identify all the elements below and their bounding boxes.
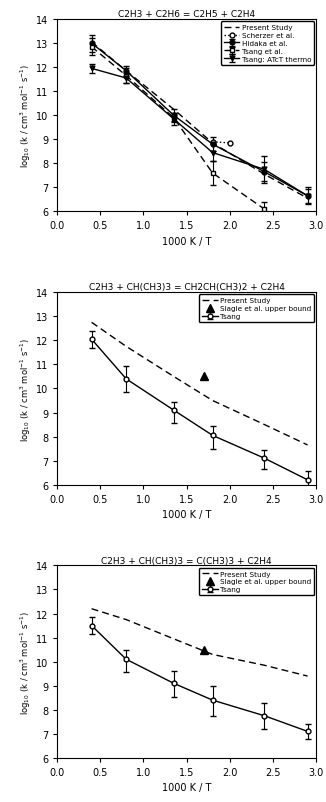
Scherzer et al. xyxy=(228,139,232,148)
Present Study xyxy=(90,604,94,614)
Present Study xyxy=(262,420,266,430)
Line: Present Study: Present Study xyxy=(92,323,307,445)
Line: Present Study: Present Study xyxy=(92,609,307,676)
X-axis label: 1000 K / T: 1000 K / T xyxy=(162,237,211,247)
Scherzer et al. xyxy=(211,138,215,148)
X-axis label: 1000 K / T: 1000 K / T xyxy=(162,509,211,520)
Title: C2H3 + CH(CH3)3 = C(CH3)3 + C2H4: C2H3 + CH(CH3)3 = C(CH3)3 + C2H4 xyxy=(101,556,272,565)
Present Study xyxy=(124,615,128,625)
Present Study xyxy=(262,170,266,180)
Present Study xyxy=(211,650,215,659)
Present Study xyxy=(305,671,309,681)
Line: Scherzer et al.: Scherzer et al. xyxy=(210,140,232,146)
Present Study xyxy=(124,67,128,76)
Present Study xyxy=(124,342,128,352)
Line: Present Study: Present Study xyxy=(92,43,307,199)
Present Study xyxy=(172,634,176,644)
Present Study xyxy=(90,38,94,47)
Present Study xyxy=(172,105,176,115)
Title: C2H3 + CH(CH3)3 = CH2CH(CH3)2 + C2H4: C2H3 + CH(CH3)3 = CH2CH(CH3)2 + C2H4 xyxy=(89,283,285,292)
Present Study xyxy=(90,318,94,328)
Legend: Present Study, Scherzer et al., Hidaka et al., Tsang et al., Tsang: ATcT thermo: Present Study, Scherzer et al., Hidaka e… xyxy=(221,22,314,66)
Present Study xyxy=(305,194,309,204)
Present Study xyxy=(262,661,266,670)
Present Study xyxy=(172,372,176,382)
Present Study xyxy=(211,396,215,406)
Title: C2H3 + C2H6 = C2H5 + C2H4: C2H3 + C2H6 = C2H5 + C2H4 xyxy=(118,10,255,19)
Y-axis label: log$_{10}$ (k / cm$^3$ mol$^{-1}$ s$^{-1}$): log$_{10}$ (k / cm$^3$ mol$^{-1}$ s$^{-1… xyxy=(19,337,33,441)
Legend: Present Study, Slagle et al. upper bound, Tsang: Present Study, Slagle et al. upper bound… xyxy=(199,568,314,595)
Y-axis label: log$_{10}$ (k / cm$^3$ mol$^{-1}$ s$^{-1}$): log$_{10}$ (k / cm$^3$ mol$^{-1}$ s$^{-1… xyxy=(19,64,33,168)
Legend: Present Study, Slagle et al. upper bound, Tsang: Present Study, Slagle et al. upper bound… xyxy=(199,295,314,322)
Present Study xyxy=(305,440,309,450)
Present Study xyxy=(211,139,215,148)
Y-axis label: log$_{10}$ (k / cm$^3$ mol$^{-1}$ s$^{-1}$): log$_{10}$ (k / cm$^3$ mol$^{-1}$ s$^{-1… xyxy=(19,610,33,714)
X-axis label: 1000 K / T: 1000 K / T xyxy=(162,783,211,792)
